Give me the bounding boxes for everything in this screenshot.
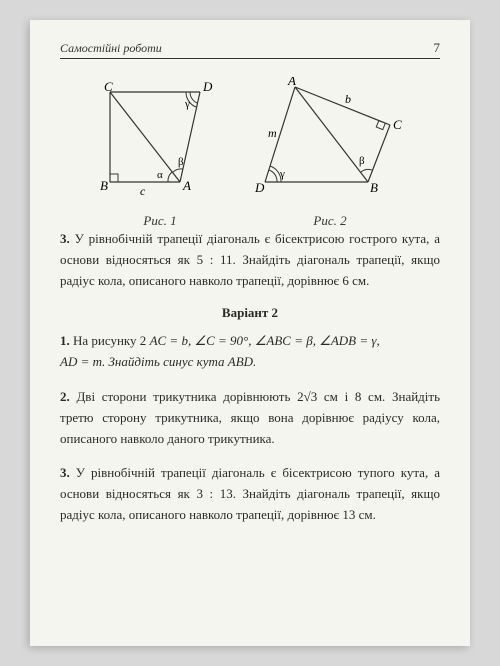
problem-text-line2: AD = m. Знайдіть синус кута ABD. <box>60 354 256 369</box>
problem-text: У рівнобічній трапеції діагональ є бісек… <box>60 465 440 522</box>
vertex-B2: B <box>370 180 378 195</box>
vertex-A2: A <box>287 77 296 88</box>
figure-1-label: Рис. 1 <box>90 213 230 229</box>
edge-c: c <box>140 184 146 198</box>
figure-1: C D A B c α β γ Рис. 1 <box>90 77 230 229</box>
edge-m: m <box>268 126 277 140</box>
vertex-C2: C <box>393 117 402 132</box>
figures-row: C D A B c α β γ Рис. 1 <box>60 77 440 229</box>
problem-v2-1: 1. На рисунку 2 AC = b, ∠C = 90°, ∠ABC =… <box>60 331 440 373</box>
vertex-A: A <box>182 178 191 193</box>
problem-num: 2. <box>60 389 70 404</box>
angle-alpha: α <box>157 169 163 181</box>
problem-formula: AC = b, ∠C = 90°, ∠ABC = β, ∠ADB = γ, <box>150 333 380 348</box>
problem-text: У рівнобічній трапеції діагональ є бісек… <box>60 231 440 288</box>
problem-v2-2: 2. Дві сторони трикутника дорівнюють 2√3… <box>60 387 440 449</box>
page: Самостійні роботи 7 <box>30 20 470 646</box>
variant-2-heading: Варіант 2 <box>60 305 440 321</box>
problem-v2-3: 3. У рівнобічній трапеції діагональ є бі… <box>60 463 440 525</box>
figure-2: A C B D b m β γ Рис. 2 <box>250 77 410 229</box>
angle-gamma2: γ <box>279 168 285 180</box>
edge-b: b <box>345 92 351 106</box>
problem-num: 3. <box>60 465 70 480</box>
problem-v1-3: 3. У рівнобічній трапеції діагональ є бі… <box>60 229 440 291</box>
vertex-D: D <box>202 79 213 94</box>
page-header: Самостійні роботи 7 <box>60 40 440 59</box>
figure-2-label: Рис. 2 <box>250 213 410 229</box>
angle-gamma: γ <box>184 98 190 110</box>
vertex-D2: D <box>254 180 265 195</box>
angle-beta2: β <box>359 155 365 167</box>
angle-beta: β <box>178 156 184 168</box>
problem-text-before: Дві сторони трикутника дорівнюють <box>76 389 297 404</box>
problem-text-before: На рисунку 2 <box>73 333 150 348</box>
vertex-B: B <box>100 178 108 193</box>
header-title: Самостійні роботи <box>60 41 162 56</box>
problem-num: 1. <box>60 333 70 348</box>
page-number: 7 <box>434 40 441 56</box>
problem-num: 3. <box>60 231 70 246</box>
problem-formula: 2√3 <box>297 389 317 404</box>
figure-1-svg: C D A B c α β γ <box>90 77 230 207</box>
vertex-C: C <box>104 79 113 94</box>
figure-2-svg: A C B D b m β γ <box>250 77 410 207</box>
